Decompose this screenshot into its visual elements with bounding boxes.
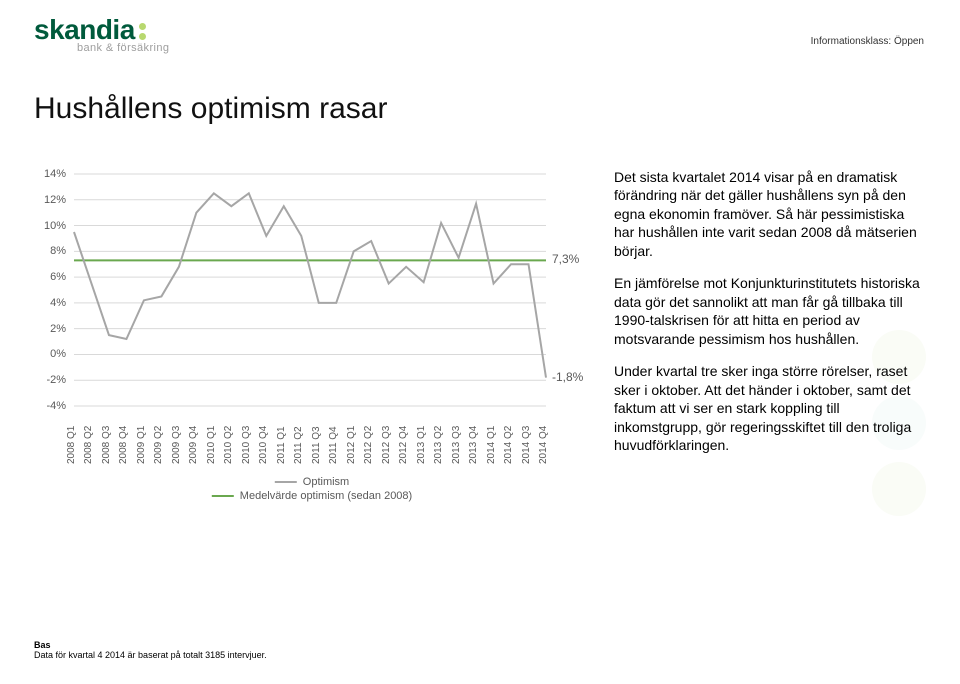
x-tick-label: 2014 Q1 [486,426,497,464]
brand-subtitle: bank & försäkring [77,42,169,54]
x-tick-label: 2008 Q1 [66,426,77,464]
x-tick-label: 2009 Q2 [153,426,164,464]
x-tick-label: 2012 Q1 [346,426,357,464]
footnote-bas: Bas [34,640,267,650]
paragraph-2: En jämförelse mot Konjunkturinstitutets … [614,274,924,348]
footnote-text: Data för kvartal 4 2014 är baserat på to… [34,650,267,660]
y-tick-label: 8% [50,245,66,257]
x-tick-label: 2010 Q2 [223,426,234,464]
x-tick-label: 2010 Q3 [241,426,252,464]
brand-dots [139,23,146,40]
x-tick-label: 2013 Q2 [433,426,444,464]
chart-container: 14% 12% 10% 8% 6% 4% 2% 0% -2% -4% 2008 Q1 2008 Q2… [34,168,590,498]
body-text: Det sista kvartalet 2014 visar på en dra… [614,168,924,498]
x-tick-label: 2012 Q3 [381,426,392,464]
x-tick-label: 2013 Q1 [416,426,427,464]
x-tick-label: 2011 Q1 [276,426,287,464]
value-label-mean: 7,3% [552,252,579,266]
legend-label-mean: Medelvärde optimism (sedan 2008) [240,490,412,502]
y-tick-label: 4% [50,297,66,309]
paragraph-1: Det sista kvartalet 2014 visar på en dra… [614,168,924,260]
y-tick-label: 6% [50,271,66,283]
x-tick-label: 2014 Q2 [503,426,514,464]
chart-legend: Optimism Medelvärde optimism (sedan 2008… [212,474,412,502]
legend-swatch-mean [212,495,234,497]
x-tick-label: 2011 Q4 [328,426,339,464]
x-tick-label: 2010 Q1 [206,426,217,464]
paragraph-3: Under kvartal tre sker inga större rörel… [614,362,924,454]
info-class-label: Informationsklass: Öppen [811,36,924,47]
x-tick-label: 2009 Q1 [136,426,147,464]
y-tick-label: 12% [44,194,66,206]
x-tick-label: 2012 Q2 [363,426,374,464]
x-tick-label: 2014 Q4 [538,426,549,464]
y-tick-label: 2% [50,323,66,335]
x-tick-label: 2012 Q4 [398,426,409,464]
x-tick-label: 2013 Q3 [451,426,462,464]
x-tick-label: 2013 Q4 [468,426,479,464]
x-tick-label: 2010 Q4 [258,426,269,464]
legend-swatch-optimism [275,481,297,483]
x-tick-label: 2008 Q3 [101,426,112,464]
y-tick-label: 0% [50,348,66,360]
y-tick-label: 10% [44,220,66,232]
y-tick-label: -4% [46,400,66,412]
value-label-last: -1,8% [552,370,583,384]
legend-label-optimism: Optimism [303,476,349,488]
x-tick-label: 2009 Q4 [188,426,199,464]
x-tick-label: 2011 Q3 [311,426,322,464]
x-axis-labels: 2008 Q12008 Q22008 Q32008 Q42009 Q12009 … [74,406,590,466]
x-tick-label: 2011 Q2 [293,426,304,464]
x-tick-label: 2014 Q3 [521,426,532,464]
y-tick-label: 14% [44,168,66,180]
page-title: Hushållens optimism rasar [34,92,387,126]
x-tick-label: 2009 Q3 [171,426,182,464]
footnote: Bas Data för kvartal 4 2014 är baserat p… [34,640,267,660]
x-tick-label: 2008 Q4 [118,426,129,464]
y-tick-label: -2% [46,374,66,386]
x-tick-label: 2008 Q2 [83,426,94,464]
